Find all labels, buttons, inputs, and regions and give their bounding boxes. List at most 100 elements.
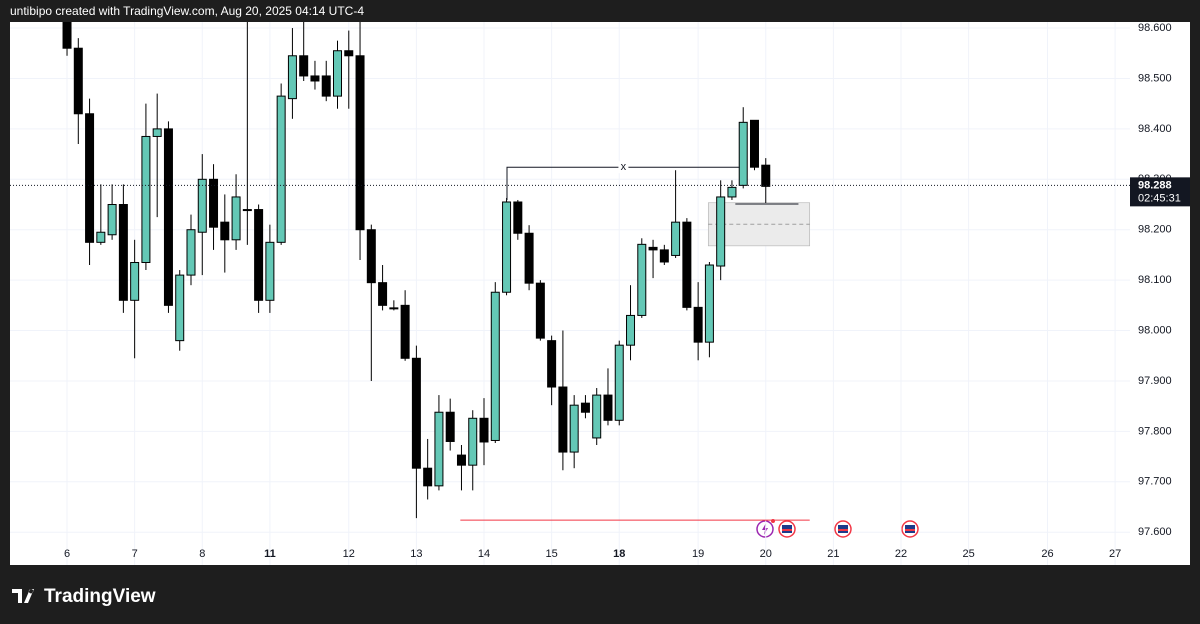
x-tick-label: 18 (613, 548, 625, 560)
candle-body (231, 196, 241, 241)
candle-body (130, 261, 140, 301)
candle-body (389, 307, 399, 310)
last-price-label: 98.288 (1138, 179, 1172, 191)
y-tick-label: 98.100 (1138, 274, 1172, 286)
candle-body (626, 314, 636, 346)
candle-body (242, 209, 252, 212)
x-tick-label: 25 (962, 548, 974, 560)
candle-body (738, 121, 748, 186)
candle-body (287, 55, 297, 100)
candle-body (682, 221, 692, 308)
x-tick-label: 22 (895, 548, 907, 560)
candle-body (648, 246, 658, 251)
y-tick-label: 98.200 (1138, 224, 1172, 236)
candle-body (96, 231, 106, 243)
candle-body (197, 178, 207, 233)
candle-body (434, 411, 444, 487)
y-tick-label: 97.700 (1138, 476, 1172, 488)
x-tick-label: 13 (410, 548, 422, 560)
candle-body (73, 47, 83, 115)
last-price-tag (1130, 177, 1190, 207)
candle-body (659, 249, 669, 263)
y-tick-label: 98.400 (1138, 123, 1172, 135)
y-tick-label: 98.500 (1138, 72, 1172, 84)
countdown-label: 02:45:31 (1138, 192, 1181, 204)
candle-body (85, 113, 95, 243)
candle-body (693, 306, 703, 343)
logo (12, 589, 34, 603)
candle-body (299, 55, 309, 77)
x-tick-label: 6 (64, 548, 70, 560)
x-tick-label: 14 (478, 548, 490, 560)
candle-body (175, 274, 185, 342)
candle-body (400, 304, 410, 359)
candle-body (704, 264, 714, 343)
candle-body (366, 229, 376, 284)
candle-body (344, 50, 354, 57)
x-tick-label: 19 (692, 548, 704, 560)
candle-body (411, 357, 421, 469)
candle-body (378, 282, 388, 306)
candle-body (62, 22, 72, 49)
header: untibipo created with TradingView.com, A… (10, 4, 364, 18)
candle-body (513, 201, 523, 234)
y-tick-label: 98.000 (1138, 324, 1172, 336)
candle-body (671, 221, 681, 256)
candle-body (524, 232, 534, 284)
trend-drawing (506, 166, 740, 200)
candle-body (547, 340, 557, 388)
candle-body (535, 282, 545, 339)
candle-body (186, 229, 196, 276)
candle-body (569, 404, 579, 453)
candle-body (490, 291, 500, 441)
x-tick-label: 7 (132, 548, 138, 560)
plot: x (62, 22, 811, 521)
candle-body (141, 135, 151, 263)
candle-body (209, 178, 219, 228)
candle-body (580, 402, 590, 413)
y-tick-label: 97.900 (1138, 375, 1172, 387)
y-tick-label: 98.600 (1138, 22, 1172, 34)
candle-body (310, 75, 320, 82)
candle-body (254, 209, 264, 301)
candle-body (716, 196, 726, 267)
candle-body (603, 394, 613, 421)
candle-body (592, 394, 602, 439)
x-tick-label: 12 (343, 548, 355, 560)
candle-body (355, 55, 365, 231)
candle-body (761, 164, 771, 187)
candle-body (163, 128, 173, 306)
candle-body (502, 201, 512, 293)
candle-body (558, 386, 568, 453)
candle-body (637, 243, 647, 316)
candle-body (118, 204, 128, 301)
candle-body (749, 119, 759, 168)
candle-body (468, 417, 478, 466)
candle-body (107, 204, 117, 236)
x-tick-label: 26 (1041, 548, 1053, 560)
x-tick-label: 27 (1109, 548, 1121, 560)
candle-body (445, 411, 455, 442)
candle-body (456, 454, 466, 466)
drawing-label: x (621, 161, 627, 173)
candle-body (614, 344, 624, 421)
x-tick-label: 15 (546, 548, 558, 560)
brand: TradingView (44, 586, 156, 607)
x-tick-label: 11 (264, 548, 276, 560)
plot-area (10, 22, 1190, 565)
candle-body (727, 186, 737, 198)
candle-body (265, 241, 275, 301)
candle-body (276, 95, 286, 243)
candle-body (479, 417, 489, 443)
drawing-label-bg (618, 161, 629, 174)
candle-body (321, 75, 331, 97)
x-tick-label: 21 (827, 548, 839, 560)
candle-body (220, 221, 230, 241)
event-icons (756, 519, 919, 538)
candle-body (333, 50, 343, 97)
x-tick-label: 20 (760, 548, 772, 560)
candle-body (152, 128, 162, 137)
x-tick-label: 8 (199, 548, 205, 560)
